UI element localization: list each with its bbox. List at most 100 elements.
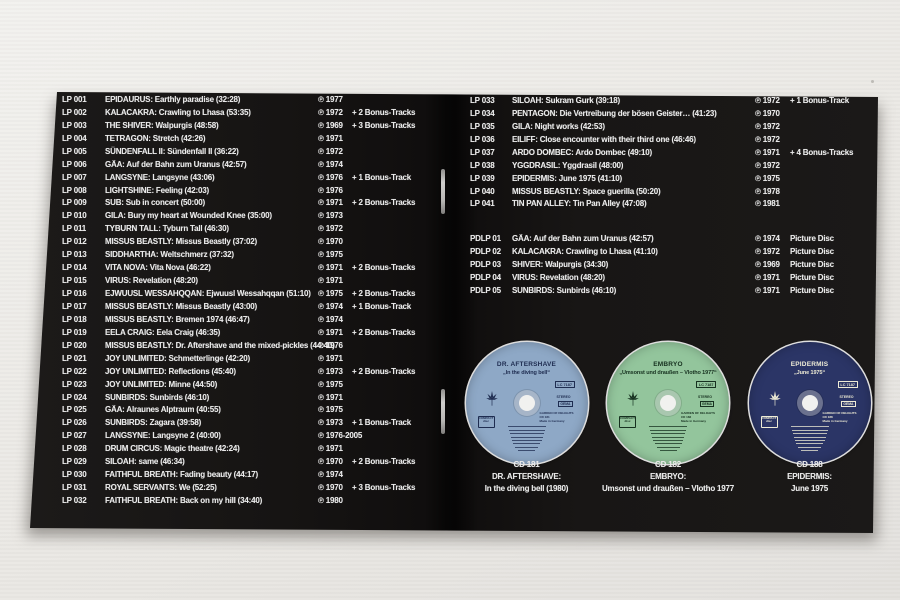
catalog-row: PDLP 01 GÄA: Auf der Bahn zum Uranus (42… [470, 232, 878, 245]
release-year: ℗ 1975 [318, 289, 343, 299]
pdlp-list: PDLP 01 GÄA: Auf der Bahn zum Uranus (42… [470, 232, 878, 297]
release-year: ℗ 1972 [318, 146, 343, 156]
release-year: ℗ 1972 [755, 160, 780, 170]
disc-fineprint: GARDEN OF DELIGHTS CD 181 Made in German… [540, 411, 580, 423]
catalog-number: LP 036 [470, 134, 495, 144]
release-year: ℗ 1972 [755, 246, 780, 256]
artist-title: TIN PAN ALLEY: Tin Pan Alley (47:08) [512, 199, 647, 209]
catalog-row: LP 019 EELA CRAIG: Eela Craig (46:35) ℗ … [62, 326, 440, 339]
catalog-number: LP 028 [62, 444, 87, 454]
release-year: ℗ 1974 [318, 301, 343, 311]
cd-caption: CD 181 DR. AFTERSHAVE: In the diving bel… [456, 459, 597, 495]
catalog-row: LP 036 EILIFF: Close encounter with thei… [470, 133, 878, 146]
cd-caption: CD 182 EMBRYO: Umsonst und draußen – Vlo… [597, 459, 739, 495]
fineprint-line: GARDEN OF DELIGHTS [681, 411, 716, 415]
artist-title: VIRUS: Revelation (48:20) [512, 272, 605, 282]
artist-title: PENTAGON: Die Vertreibung der bösen Geis… [512, 108, 717, 118]
catalog-number: LP 020 [62, 340, 87, 350]
bonus-note: + 1 Bonus-Track [790, 95, 850, 105]
catalog-number: LP 041 [470, 199, 495, 209]
stereo-label: STEREO [698, 395, 712, 399]
catalog-number: LP 014 [62, 263, 87, 273]
release-year: ℗ 1973 [318, 366, 343, 376]
artist-title: ROYAL SERVANTS: We (52:25) [105, 483, 217, 493]
release-year: ℗ 1969 [318, 120, 343, 130]
fineprint-line: GARDEN OF DELIGHTS [822, 411, 857, 415]
catalog-row: LP 017 MISSUS BEASTLY: Missus Beastly (4… [62, 300, 440, 313]
catalog-number: LP 024 [62, 392, 87, 402]
fineprint-line: CD 182 [681, 415, 692, 419]
disc-fineprint: GARDEN OF DELIGHTS CD 188 Made in German… [823, 411, 863, 423]
bonus-note: + 2 Bonus-Tracks [352, 327, 416, 337]
dust-speck [871, 80, 874, 83]
bonus-note: + 1 Bonus-Track [352, 418, 412, 428]
artist-title: MISSUS BEASTLY: Missus Beastly (37:02) [105, 237, 258, 247]
disc-artist-label: EPIDERMIS [790, 361, 829, 368]
catalog-number: LP 027 [62, 431, 87, 441]
stereo-label: STEREO [556, 395, 571, 399]
catalog-number: PDLP 05 [470, 285, 501, 295]
artist-title: MISSUS BEASTLY: Missus Beastly (43:00) [105, 301, 258, 311]
release-year: ℗ 1971 [318, 444, 343, 454]
picture-disc-note: Picture Disc [790, 233, 834, 243]
catalog-row: LP 007 LANGSYNE: Langsyne (43:06) ℗ 1976… [62, 171, 440, 184]
artist-title: EJWUUSL WESSAHQQAN: Ejwuusl Wessahqqan (… [105, 289, 311, 299]
catalog-row: LP 037 ARDO DOMBEC: Ardo Dombec (49:10) … [470, 146, 878, 159]
catalog-number: LP 040 [470, 186, 495, 196]
catalog-number: LP 003 [62, 120, 87, 130]
cd-caption-artist: EMBRYO: [649, 472, 687, 481]
release-year: ℗ 1980 [318, 496, 343, 506]
cd-caption-id: CD 182 [655, 460, 681, 469]
artist-title: TYBURN TALL: Tyburn Tall (46:30) [105, 224, 229, 234]
catalog-row: LP 003 THE SHIVER: Walpurgis (48:58) ℗ 1… [62, 119, 440, 132]
release-year: ℗ 1976 [318, 172, 343, 182]
catalog-number: LP 015 [62, 276, 87, 286]
artist-title: GÄA: Alraunes Alptraum (40:55) [105, 405, 221, 415]
catalog-row: LP 004 TETRAGON: Stretch (42:26) ℗ 1971 [62, 132, 440, 145]
bonus-note: + 2 Bonus-Tracks [352, 457, 416, 467]
release-year: ℗ 1976-2005 [318, 431, 363, 441]
left-page [30, 92, 452, 533]
catalog-row: LP 005 SÜNDENFALL II: Sündenfall II (36:… [62, 145, 440, 158]
catalog-number: PDLP 01 [470, 233, 501, 243]
fineprint-line: CD 188 [822, 415, 833, 419]
artist-title: VITA NOVA: Vita Nova (46:22) [105, 263, 211, 273]
cd-disc-image: EPIDERMIS „June 1975“ COMPACT disc [748, 342, 871, 464]
catalog-number: LP 034 [470, 108, 495, 118]
catalog-row: LP 001 EPIDAURUS: Earthly paradise (32:2… [62, 93, 440, 106]
artist-title: EPIDAURUS: Earthly paradise (32:28) [105, 94, 241, 104]
artist-title: SÜNDENFALL II: Sündenfall II (36:22) [105, 146, 239, 156]
release-year: ℗ 1972 [755, 121, 780, 131]
lc-code: LC 7187 [837, 381, 858, 388]
release-year: ℗ 1971 [755, 285, 780, 295]
release-year: ℗ 1974 [318, 159, 343, 169]
artist-title: LANGSYNE: Langsyne (43:06) [105, 172, 215, 182]
lp-list-right: LP 033 SILOAH: Sukram Gurk (39:18) ℗ 197… [470, 94, 878, 210]
catalog-row: LP 035 GILA: Night works (42:53) ℗ 1972 [470, 120, 878, 133]
release-year: ℗ 1972 [318, 224, 343, 234]
artist-title: SUB: Sub in concert (50:00) [105, 198, 205, 208]
release-year: ℗ 1971 [755, 272, 780, 282]
catalog-row: LP 021 JOY UNLIMITED: Schmetterlinge (42… [62, 352, 440, 365]
catalog-row: LP 011 TYBURN TALL: Tyburn Tall (46:30) … [62, 222, 440, 235]
cd-item: EPIDERMIS „June 1975“ COMPACT disc [739, 342, 878, 502]
artist-title: TETRAGON: Stretch (42:26) [105, 133, 206, 143]
catalog-row: PDLP 05 SUNBIRDS: Sunbirds (46:10) ℗ 197… [470, 284, 878, 297]
cd-caption-album: June 1975 [791, 484, 828, 493]
cd-disc-image: DR. AFTERSHAVE „In the diving bell“ COMP… [465, 342, 588, 464]
catalog-number: PDLP 04 [470, 272, 501, 282]
bonus-note: + 1 Bonus-Track [352, 301, 412, 311]
fineprint-line: Made in Germany [822, 419, 848, 423]
fineprint-line: Made in Germany [681, 419, 707, 423]
picture-disc-note: Picture Disc [790, 259, 834, 269]
disc-tracklist-lines [466, 424, 588, 452]
picture-disc-note: Picture Disc [790, 246, 834, 256]
release-year: ℗ 1976 [318, 185, 343, 195]
artist-title: SUNBIRDS: Zagara (39:58) [105, 418, 202, 428]
catalog-number: LP 031 [62, 483, 87, 493]
bonus-note: + 2 Bonus-Tracks [352, 289, 416, 299]
catalog-row: LP 014 VITA NOVA: Vita Nova (46:22) ℗ 19… [62, 261, 440, 274]
artist-title: EPIDERMIS: June 1975 (41:10) [512, 173, 622, 183]
release-year: ℗ 1973 [318, 211, 343, 221]
